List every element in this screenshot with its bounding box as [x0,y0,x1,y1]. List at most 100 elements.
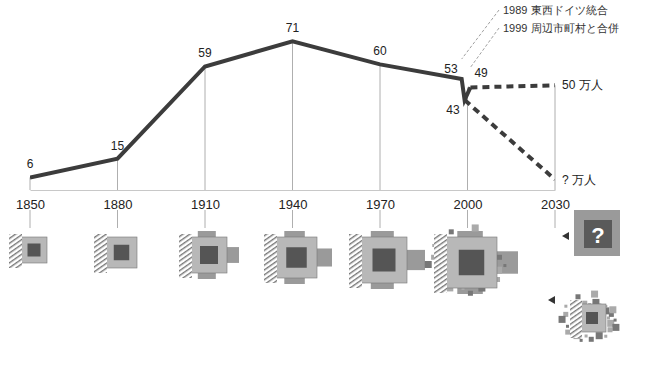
x-tick: 2000 [454,190,483,212]
pictogram-hatch [570,300,582,338]
tick-connector [555,210,556,228]
pictogram-part [425,261,432,268]
x-tick: 1850 [16,190,45,212]
pictogram-part [608,327,613,332]
x-tick-label: 1880 [104,197,133,212]
pictogram-part [591,291,598,298]
x-tick: 1910 [191,190,220,212]
pictogram [425,224,518,295]
data-label: 71 [286,21,300,35]
pictogram-part [114,245,130,261]
pictogram-part [449,229,454,234]
data-label: 53 [444,62,458,76]
data-labels: 6 15 59 71 60 53 43 49 50 万人 [27,21,603,171]
data-label: 49 [474,66,488,80]
data-label: 50 万人 [562,78,603,92]
tick-line [380,64,381,190]
pictogram-part [609,306,616,313]
pictogram-hatch [94,234,107,273]
pictogram-part [106,237,137,268]
pictogram-part [604,335,607,338]
x-tick-label: 2000 [454,197,483,212]
x-tick: 1970 [366,190,395,212]
line-solid [30,41,470,177]
tick-line [205,66,206,190]
pictogram-part [446,237,497,288]
pictogram-part [614,319,617,322]
x-tick: 1880 [104,190,133,212]
pictogram-hatch [349,234,362,288]
tick-line [117,159,118,190]
x-tick-label: 1910 [191,197,220,212]
annotation-leader [462,10,499,59]
pointer [548,296,555,304]
data-label: 15 [111,139,125,153]
pictogram-part [21,237,47,263]
pictogram: ? [562,210,620,256]
tick-connector [467,210,468,228]
tick-connector [117,210,118,228]
chart: 1850 1880 1910 1940 1970 2000 2030 6 15 59 71 60 53 4… [0,0,660,365]
x-tick-label: 1940 [279,197,308,212]
tick-line [292,41,293,190]
pictogram-part [596,332,603,339]
pictogram-part [497,255,502,260]
data-label: 59 [198,46,212,60]
pictogram-part [585,334,588,337]
pictogram-part [559,316,566,323]
pictogram-hatch [179,234,192,278]
pictogram-part [564,305,567,308]
pictogram-part [566,325,569,328]
pointer [562,232,569,240]
pictogram-part [503,264,506,267]
pictogram-part [580,339,583,342]
pictogram-label: ? [591,223,604,248]
pictogram-part [578,304,606,332]
pictogram-part [584,220,612,248]
pictogram [9,234,47,268]
annotation: 1999 周辺市町村と合併 [503,22,619,34]
pictogram-part [607,317,610,320]
x-tick: 2030 [541,190,570,212]
tick-line [30,177,31,190]
pictograms: ? [9,210,620,342]
annotation-leader [470,28,499,67]
pictogram-part [574,210,620,256]
pictogram-part [468,291,473,296]
pictogram-hatch [9,234,22,268]
plot-area [30,41,555,179]
pictogram-part [612,324,619,331]
pictogram-part [459,250,485,276]
pictogram-part [286,247,307,268]
data-label: 60 [373,44,387,58]
x-tick: 1940 [279,190,308,212]
pictogram-part [586,312,598,324]
annotation: 1989 東西ドイツ統合 [503,4,608,16]
pictogram-part [28,244,41,257]
pictogram-part [589,337,594,342]
pictogram-hatch [434,234,447,293]
tick-connector [205,210,206,228]
pictogram [179,231,239,279]
pictogram [94,234,137,273]
data-label: 6 [27,157,34,171]
pictogram [264,231,332,284]
pictogram-part [373,249,396,272]
pictogram [548,291,619,342]
pictogram-part [565,330,570,335]
tick-lines [30,41,555,228]
pictogram-part [191,237,227,273]
x-tick-label: 2030 [541,197,570,212]
pictogram-hatch [264,234,277,283]
end-label: ? 万人 [562,173,596,187]
annotations: 1989 東西ドイツ統合 1999 周辺市町村と合併 ? 万人 [462,4,619,187]
data-label: 43 [446,103,460,117]
pictogram-part [361,237,407,283]
pictogram [349,231,425,289]
x-axis-line [31,190,556,191]
x-axis: 1850 1880 1910 1940 1970 2000 2030 [16,190,570,212]
tick-connector [292,210,293,228]
tick-connector [380,210,381,228]
pictogram-part [575,294,580,299]
pictogram-part [472,224,479,231]
